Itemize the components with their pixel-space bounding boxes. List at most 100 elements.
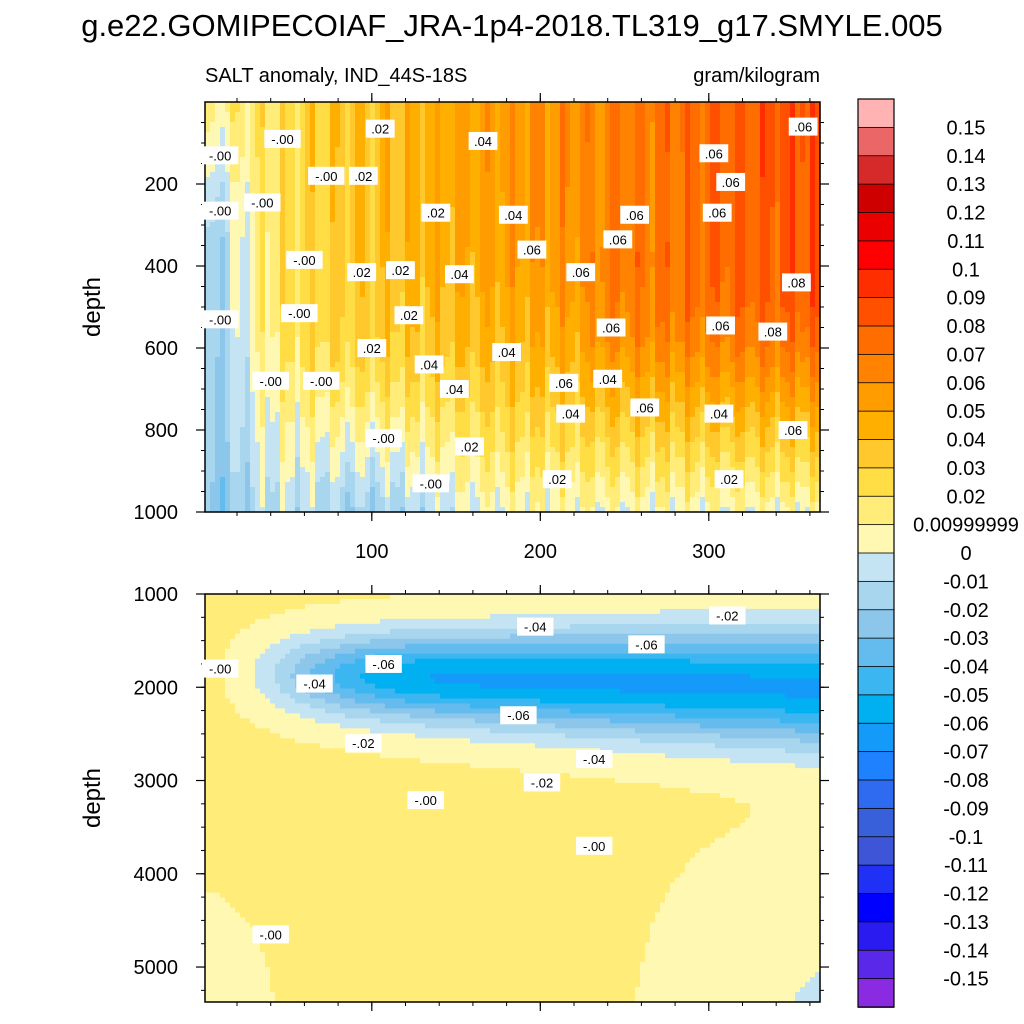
field-cell xyxy=(380,107,386,113)
field-cell xyxy=(260,292,266,298)
field-cell xyxy=(470,457,476,463)
field-cell xyxy=(445,427,451,433)
field-cell xyxy=(295,222,301,228)
field-cell xyxy=(350,332,356,338)
field-cell xyxy=(475,187,481,193)
field-cell xyxy=(480,302,486,308)
field-cell xyxy=(430,112,436,118)
field-cell xyxy=(290,217,296,223)
field-cell xyxy=(285,212,291,218)
field-cell xyxy=(445,177,451,183)
field-cell xyxy=(375,247,381,253)
field-cell xyxy=(380,187,386,193)
field-cell xyxy=(365,402,371,408)
field-cell xyxy=(335,132,341,138)
field-cell xyxy=(325,327,331,333)
field-cell xyxy=(495,297,501,303)
field-cell xyxy=(210,437,216,443)
field-cell xyxy=(275,322,281,328)
field-cell xyxy=(450,222,456,228)
field-cell xyxy=(415,287,421,293)
field-cell xyxy=(480,282,486,288)
field-cell xyxy=(265,102,271,108)
field-cell xyxy=(300,242,306,248)
field-cell xyxy=(440,157,446,163)
field-cell xyxy=(340,282,346,288)
field-cell xyxy=(435,407,441,413)
field-cell xyxy=(245,182,251,188)
field-cell xyxy=(400,192,406,198)
field-cell xyxy=(495,132,501,138)
field-cell xyxy=(330,392,336,398)
field-cell xyxy=(255,422,261,428)
field-cell xyxy=(425,122,431,128)
field-cell xyxy=(285,467,291,473)
field-cell xyxy=(310,417,316,423)
field-cell xyxy=(470,297,476,303)
field-cell xyxy=(390,172,396,178)
field-cell xyxy=(455,262,461,268)
field-cell xyxy=(500,132,506,138)
field-cell xyxy=(485,117,491,123)
field-cell xyxy=(370,477,376,483)
field-cell xyxy=(420,377,426,383)
field-cell xyxy=(240,142,246,148)
field-cell xyxy=(465,187,471,193)
field-cell xyxy=(240,112,246,118)
field-cell xyxy=(400,352,406,358)
field-cell xyxy=(270,277,276,283)
field-cell xyxy=(305,342,311,348)
field-cell xyxy=(465,152,471,158)
field-cell xyxy=(345,327,351,333)
field-cell xyxy=(360,427,366,433)
field-cell xyxy=(415,142,421,148)
field-cell xyxy=(345,427,351,433)
field-cell xyxy=(250,427,256,433)
field-cell xyxy=(425,292,431,298)
field-cell xyxy=(240,347,246,353)
field-cell xyxy=(465,262,471,268)
field-cell xyxy=(390,462,396,468)
field-cell xyxy=(315,127,321,133)
field-cell xyxy=(415,402,421,408)
field-cell xyxy=(475,177,481,183)
field-cell xyxy=(290,267,296,273)
field-cell xyxy=(415,372,421,378)
field-cell xyxy=(265,442,271,448)
field-cell xyxy=(310,412,316,418)
field-cell xyxy=(490,122,496,128)
field-cell xyxy=(445,362,451,368)
field-cell xyxy=(275,412,281,418)
field-cell xyxy=(435,187,441,193)
field-cell xyxy=(360,367,366,373)
field-cell xyxy=(265,242,271,248)
field-cell xyxy=(230,387,236,393)
field-cell xyxy=(305,222,311,228)
field-cell xyxy=(245,452,251,458)
field-cell xyxy=(300,492,306,498)
field-cell xyxy=(290,467,296,473)
field-cell xyxy=(310,492,316,498)
field-cell xyxy=(385,472,391,478)
field-cell xyxy=(345,402,351,408)
field-cell xyxy=(320,312,326,318)
field-cell xyxy=(255,482,261,488)
field-cell xyxy=(385,322,391,328)
field-cell xyxy=(370,452,376,458)
field-cell xyxy=(315,302,321,308)
field-cell xyxy=(275,162,281,168)
field-cell xyxy=(255,442,261,448)
field-cell xyxy=(235,352,241,358)
field-cell xyxy=(420,132,426,138)
field-cell xyxy=(280,102,286,108)
field-cell xyxy=(295,392,301,398)
field-cell xyxy=(370,322,376,328)
field-cell xyxy=(315,327,321,333)
field-cell xyxy=(205,482,211,488)
field-cell xyxy=(270,227,276,233)
field-cell xyxy=(440,402,446,408)
field-cell xyxy=(485,482,491,488)
field-cell xyxy=(220,132,226,138)
field-cell xyxy=(325,412,331,418)
field-cell xyxy=(455,217,461,223)
